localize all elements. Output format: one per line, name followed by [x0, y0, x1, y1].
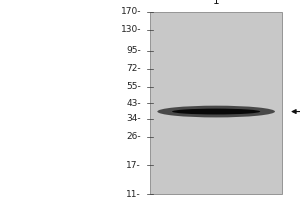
- Ellipse shape: [157, 106, 275, 117]
- Text: 17-: 17-: [126, 161, 141, 170]
- Text: kDa: kDa: [122, 0, 141, 1]
- Ellipse shape: [172, 109, 260, 114]
- Text: 34-: 34-: [127, 114, 141, 123]
- Text: 11-: 11-: [126, 190, 141, 199]
- Text: 55-: 55-: [126, 82, 141, 91]
- Text: 95-: 95-: [126, 46, 141, 55]
- Text: 26-: 26-: [127, 132, 141, 141]
- Text: 43-: 43-: [127, 99, 141, 108]
- Text: 72-: 72-: [127, 64, 141, 73]
- Bar: [150, 12, 282, 194]
- Text: 1: 1: [213, 0, 220, 6]
- Text: 170-: 170-: [121, 7, 141, 16]
- Text: 130-: 130-: [121, 25, 141, 34]
